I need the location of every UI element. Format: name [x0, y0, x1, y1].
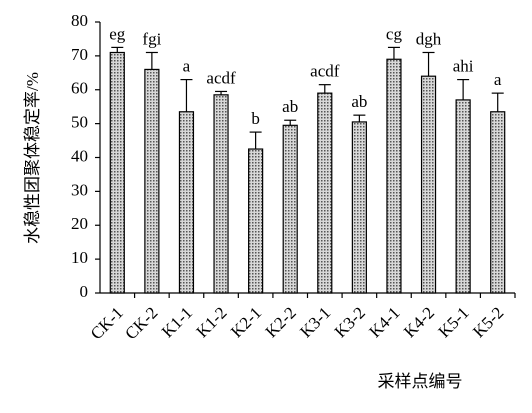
bar	[109, 51, 125, 294]
significance-label: b	[251, 109, 260, 128]
significance-label: fgi	[142, 29, 161, 48]
significance-label: acdf	[310, 62, 340, 81]
x-tick-label: K1-1	[158, 303, 196, 341]
significance-label: ahi	[453, 56, 474, 75]
x-tick-label: CK-1	[87, 303, 127, 343]
significance-label: dgh	[416, 29, 442, 48]
bar	[178, 111, 195, 294]
y-axis-label: 水稳性团聚体稳定率/%	[23, 72, 42, 244]
significance-label: a	[183, 56, 191, 75]
bar	[420, 75, 437, 294]
bar	[317, 92, 333, 294]
significance-label: eg	[109, 24, 126, 43]
y-tick-label: 0	[80, 282, 89, 301]
significance-label: a	[494, 70, 502, 89]
bar	[213, 94, 229, 294]
x-tick-label: K5-1	[435, 303, 473, 341]
x-tick-label: CK-2	[121, 303, 161, 343]
y-tick-label: 80	[71, 11, 88, 30]
bar	[455, 99, 471, 294]
y-tick-label: 20	[71, 214, 88, 233]
x-tick-label: K2-1	[227, 303, 265, 341]
y-tick-label: 70	[71, 45, 88, 64]
y-tick-label: 60	[71, 79, 88, 98]
x-tick-label: K3-1	[296, 303, 334, 341]
x-tick-label: K5-2	[469, 303, 507, 341]
significance-label: ab	[351, 92, 367, 111]
bar	[282, 124, 298, 294]
bar	[144, 68, 160, 294]
significance-label: ab	[282, 97, 298, 116]
x-tick-label: K4-2	[400, 303, 438, 341]
significance-label: acdf	[206, 68, 236, 87]
x-tick-label: K4-1	[365, 303, 403, 341]
y-tick-label: 50	[71, 113, 88, 132]
x-tick-label: K2-2	[262, 303, 300, 341]
significance-label: cg	[386, 24, 403, 43]
x-tick-label: K3-2	[331, 303, 369, 341]
bar	[248, 148, 264, 294]
y-tick-label: 30	[71, 180, 88, 199]
bar	[386, 58, 402, 294]
bar	[490, 111, 506, 294]
y-tick-label: 40	[71, 146, 88, 165]
bar	[351, 121, 367, 294]
x-tick-label: K1-2	[192, 303, 230, 341]
x-axis-label: 采样点编号	[378, 372, 463, 391]
y-tick-label: 10	[71, 248, 88, 267]
